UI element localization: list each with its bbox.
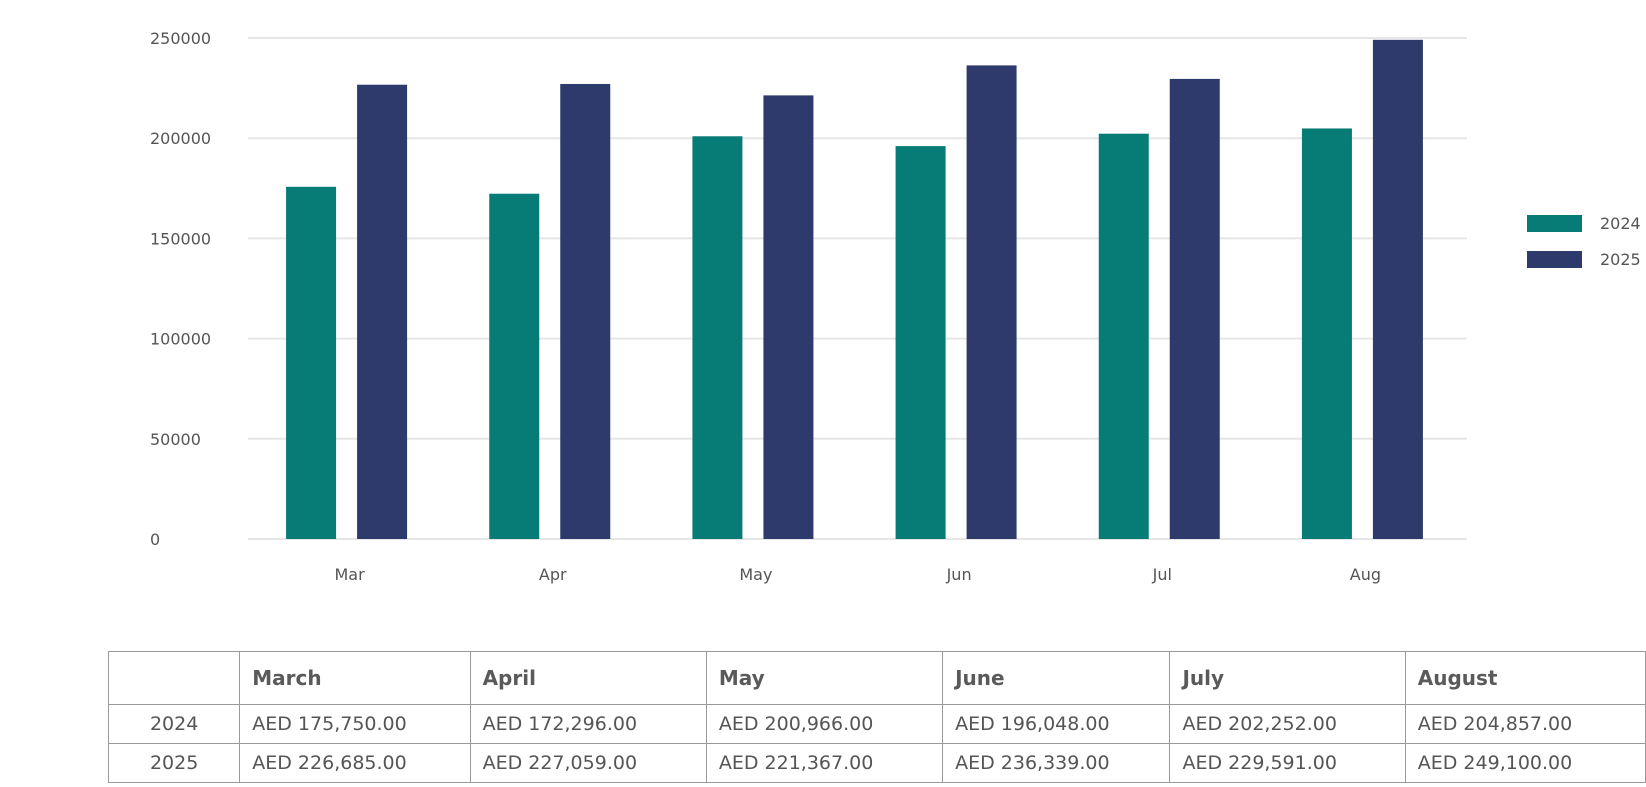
- table-cell: AED 172,296.00: [469, 704, 707, 744]
- table-cell: AED 236,339.00: [942, 743, 1171, 783]
- legend-swatch-2025: [1527, 251, 1582, 268]
- x-tick-label: Apr: [539, 565, 567, 584]
- x-tick-label: Jul: [1152, 565, 1172, 584]
- y-tick-label: 100000: [150, 330, 211, 349]
- table-cell: AED 249,100.00: [1404, 743, 1646, 783]
- table-header-row: March April May June July August: [107, 651, 1646, 705]
- y-tick-label: 0: [150, 530, 160, 549]
- table-header-corner: [107, 651, 241, 705]
- table-cell: AED 204,857.00: [1404, 704, 1646, 744]
- table-header-month: June: [942, 651, 1171, 705]
- table-cell: AED 196,048.00: [942, 704, 1171, 744]
- bar-2025-mar: [357, 84, 408, 539]
- table-header-month: August: [1404, 651, 1646, 705]
- legend-label: 2024: [1600, 214, 1641, 233]
- legend-label: 2025: [1600, 250, 1641, 269]
- table-header-month: March: [239, 651, 471, 705]
- table-cell: AED 226,685.00: [239, 743, 471, 783]
- table-cell: AED 221,367.00: [705, 743, 944, 783]
- table-cell: AED 175,750.00: [239, 704, 471, 744]
- bar-chart: 0 50000 100000 150000 200000 250000 Mar Apr May J…: [150, 29, 1641, 584]
- data-table: March April May June July August 2024 AE…: [107, 651, 1646, 783]
- table-header-month: May: [705, 651, 944, 705]
- bar-2024-aug: [1301, 128, 1352, 540]
- bar-2024-apr: [489, 193, 540, 539]
- row-label: 2025: [107, 743, 241, 783]
- table-row: 2024 AED 175,750.00 AED 172,296.00 AED 2…: [107, 704, 1646, 744]
- table-cell: AED 202,252.00: [1169, 704, 1406, 744]
- legend-swatch-2024: [1527, 215, 1582, 232]
- bar-2025-may: [763, 95, 814, 540]
- y-tick-label: 200000: [150, 129, 211, 148]
- row-label: 2024: [107, 704, 241, 744]
- x-tick-label: Aug: [1350, 565, 1381, 584]
- x-tick-label: Jun: [946, 565, 972, 584]
- bar-2025-jun: [966, 65, 1017, 539]
- table-cell: AED 229,591.00: [1169, 743, 1406, 783]
- bar-2024-jun: [895, 146, 946, 539]
- bar-2025-jul: [1169, 78, 1220, 540]
- bar-2025-apr: [560, 83, 611, 540]
- x-tick-label: May: [739, 565, 772, 584]
- table-cell: AED 200,966.00: [705, 704, 944, 744]
- y-tick-label: 150000: [150, 229, 211, 248]
- y-tick-label: 50000: [150, 430, 201, 449]
- y-tick-label: 250000: [150, 29, 211, 48]
- table-cell: AED 227,059.00: [469, 743, 707, 783]
- bar-2024-mar: [286, 186, 337, 539]
- table-header-month: April: [469, 651, 707, 705]
- bar-2024-may: [692, 136, 743, 539]
- bar-2024-jul: [1098, 133, 1149, 539]
- bar-2025-aug: [1372, 39, 1423, 540]
- x-tick-label: Mar: [334, 565, 365, 584]
- table-row: 2025 AED 226,685.00 AED 227,059.00 AED 2…: [107, 743, 1646, 783]
- table-header-month: July: [1169, 651, 1406, 705]
